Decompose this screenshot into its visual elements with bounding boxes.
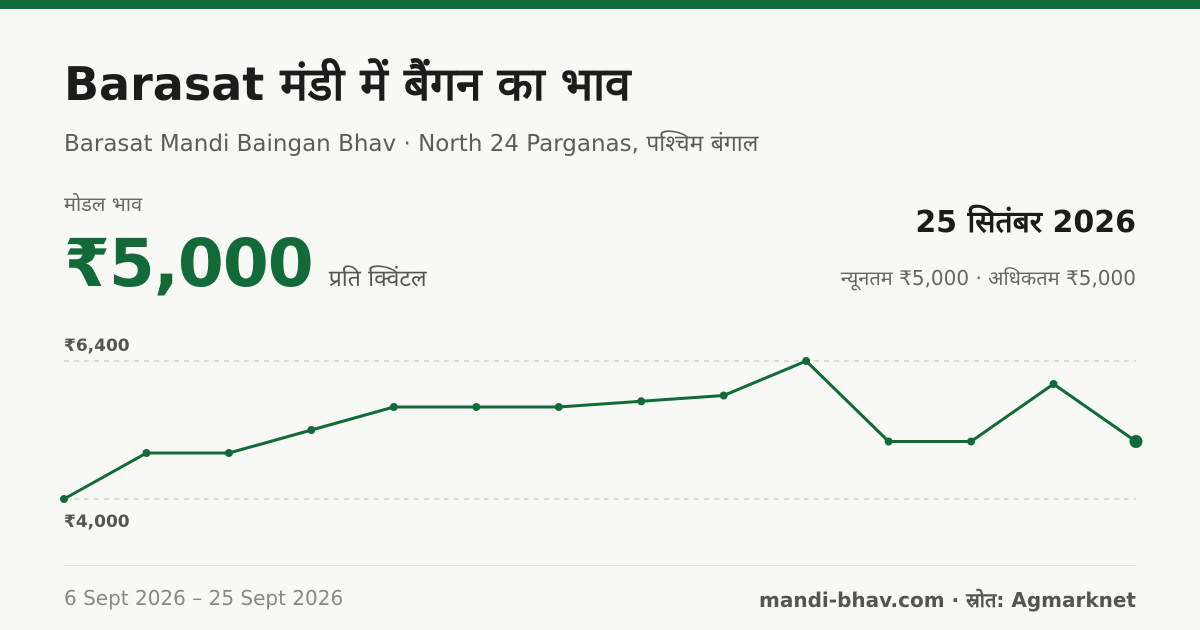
latest-data-point	[1129, 435, 1143, 448]
source-credit: mandi-bhav.com · स्रोत: Agmarknet	[759, 588, 1136, 612]
page-subtitle: Barasat Mandi Baingan Bhav · North 24 Pa…	[64, 131, 759, 157]
data-point	[142, 449, 151, 457]
data-point	[802, 357, 811, 365]
data-point	[472, 403, 481, 411]
price-unit: प्रति क्विंटल	[328, 266, 427, 292]
y-tick-label: ₹4,000	[64, 512, 130, 532]
price-row: ₹5,000 प्रति क्विंटल	[64, 225, 427, 302]
page-title: Barasat मंडी में बैंगन का भाव	[64, 57, 631, 111]
series-line	[63, 359, 1137, 501]
date-range: 6 Sept 2026 – 25 Sept 2026	[64, 586, 344, 610]
data-point	[554, 403, 563, 411]
data-point	[389, 403, 398, 411]
modal-price-label: मोडल भाव	[64, 192, 143, 216]
report-date: 25 सितंबर 2026	[915, 205, 1136, 240]
data-point	[719, 391, 728, 400]
modal-price: ₹5,000	[64, 225, 314, 302]
data-point	[60, 495, 68, 503]
top-accent-bar	[0, 0, 1200, 9]
footer-divider	[64, 565, 1136, 566]
data-point	[967, 437, 976, 446]
data-point	[637, 397, 646, 406]
data-point	[884, 437, 893, 446]
y-tick-label: ₹6,400	[64, 336, 130, 356]
min-max-price: न्यूनतम ₹5,000 · अधिकतम ₹5,000	[840, 266, 1136, 290]
data-point	[224, 449, 233, 457]
price-trend-chart: ₹6,400 ₹4,000	[60, 336, 1143, 532]
data-point	[307, 426, 316, 434]
data-point	[1049, 380, 1058, 388]
